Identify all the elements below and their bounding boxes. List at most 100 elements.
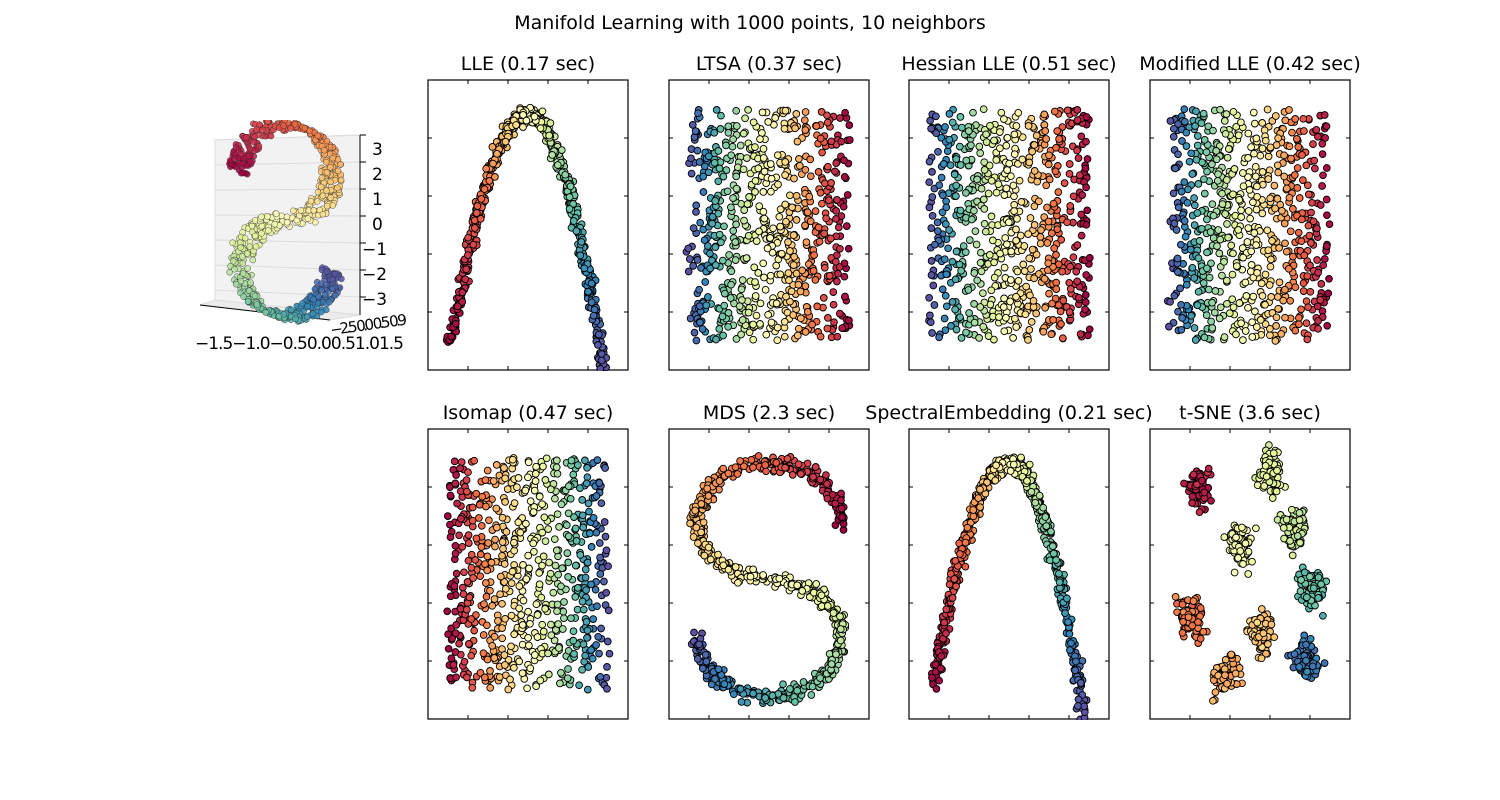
data-point — [458, 583, 467, 592]
data-point — [793, 137, 802, 146]
data-point — [979, 289, 987, 298]
data-point — [759, 571, 767, 579]
data-point — [801, 108, 810, 116]
data-point — [1322, 122, 1331, 131]
data-point — [1049, 316, 1057, 324]
data-point — [780, 124, 789, 133]
data-point — [962, 156, 971, 165]
data-point — [1320, 111, 1329, 119]
embedding-panel: MDS (2.3 sec) — [668, 402, 870, 720]
data-point — [1265, 281, 1274, 289]
panel-title: Isomap (0.47 sec) — [442, 402, 614, 424]
data-point — [1058, 334, 1067, 343]
data-point — [483, 566, 492, 575]
data-point — [455, 639, 463, 648]
data-point — [986, 121, 994, 130]
data-point — [928, 193, 937, 201]
data-point — [926, 116, 934, 125]
data-point — [694, 109, 702, 118]
data-point — [483, 621, 491, 630]
data-point — [687, 169, 696, 178]
data-point-3d — [244, 250, 251, 257]
data-point-3d — [247, 158, 254, 166]
data-point — [1010, 200, 1019, 209]
data-point — [553, 607, 561, 616]
data-point — [927, 257, 936, 265]
data-point — [1295, 194, 1304, 202]
data-point — [567, 614, 575, 623]
data-point — [463, 578, 472, 586]
data-point — [1043, 203, 1051, 212]
data-point — [782, 217, 790, 226]
data-point — [1281, 239, 1289, 248]
data-point — [791, 124, 799, 133]
data-point — [996, 249, 1004, 258]
data-point — [490, 632, 499, 641]
data-point — [789, 231, 798, 240]
data-point — [587, 279, 596, 288]
data-point — [811, 207, 820, 215]
data-point — [820, 229, 829, 238]
data-point — [1049, 199, 1058, 208]
panel-plot — [427, 428, 629, 720]
data-point — [1174, 307, 1182, 316]
data-point — [1253, 192, 1261, 201]
data-point-3d — [267, 132, 275, 140]
data-point — [996, 144, 1004, 153]
data-point — [727, 267, 736, 276]
data-point — [1293, 164, 1302, 172]
data-point — [1203, 264, 1211, 273]
data-point — [1208, 200, 1217, 209]
data-point — [710, 128, 719, 137]
data-point — [1028, 147, 1037, 156]
data-point — [1313, 302, 1322, 311]
data-point-3d — [231, 265, 238, 273]
data-point — [835, 309, 844, 318]
data-point — [1261, 300, 1269, 309]
data-point — [1034, 197, 1043, 206]
data-point — [1056, 307, 1065, 316]
data-point-3d — [291, 121, 299, 128]
data-point — [718, 256, 727, 265]
data-point — [940, 314, 949, 323]
data-point — [553, 600, 562, 609]
data-point-3d — [250, 138, 257, 146]
data-point — [1237, 319, 1245, 328]
data-point — [498, 634, 507, 643]
data-point — [1304, 221, 1313, 230]
data-point — [1223, 153, 1232, 162]
data-point-3d — [319, 210, 327, 218]
data-point — [1223, 220, 1231, 228]
data-point — [1291, 326, 1300, 335]
data-point — [755, 227, 763, 236]
data-point — [933, 218, 942, 227]
data-point — [787, 287, 796, 296]
data-point-3d — [247, 279, 254, 286]
data-point — [583, 558, 592, 567]
data-point — [558, 564, 566, 573]
data-point — [803, 307, 812, 316]
data-point — [843, 191, 852, 199]
data-point-3d — [240, 293, 247, 300]
data-point — [583, 463, 591, 472]
data-point — [515, 604, 523, 613]
data-point — [927, 271, 936, 279]
data-point — [982, 138, 991, 146]
data-point — [1244, 154, 1252, 162]
data-point — [488, 143, 497, 151]
data-point — [589, 513, 598, 522]
data-point — [952, 192, 960, 200]
data-point — [467, 651, 476, 660]
data-point — [1193, 132, 1202, 140]
data-point — [796, 287, 805, 296]
data-point — [589, 311, 598, 320]
data-point — [1221, 129, 1230, 138]
data-point-3d — [318, 287, 325, 294]
data-point — [732, 122, 741, 130]
data-point — [538, 620, 547, 629]
data-point — [1199, 109, 1208, 118]
data-point — [689, 262, 698, 270]
data-point — [1012, 225, 1020, 234]
data-point — [1069, 253, 1078, 262]
data-point — [711, 197, 720, 205]
